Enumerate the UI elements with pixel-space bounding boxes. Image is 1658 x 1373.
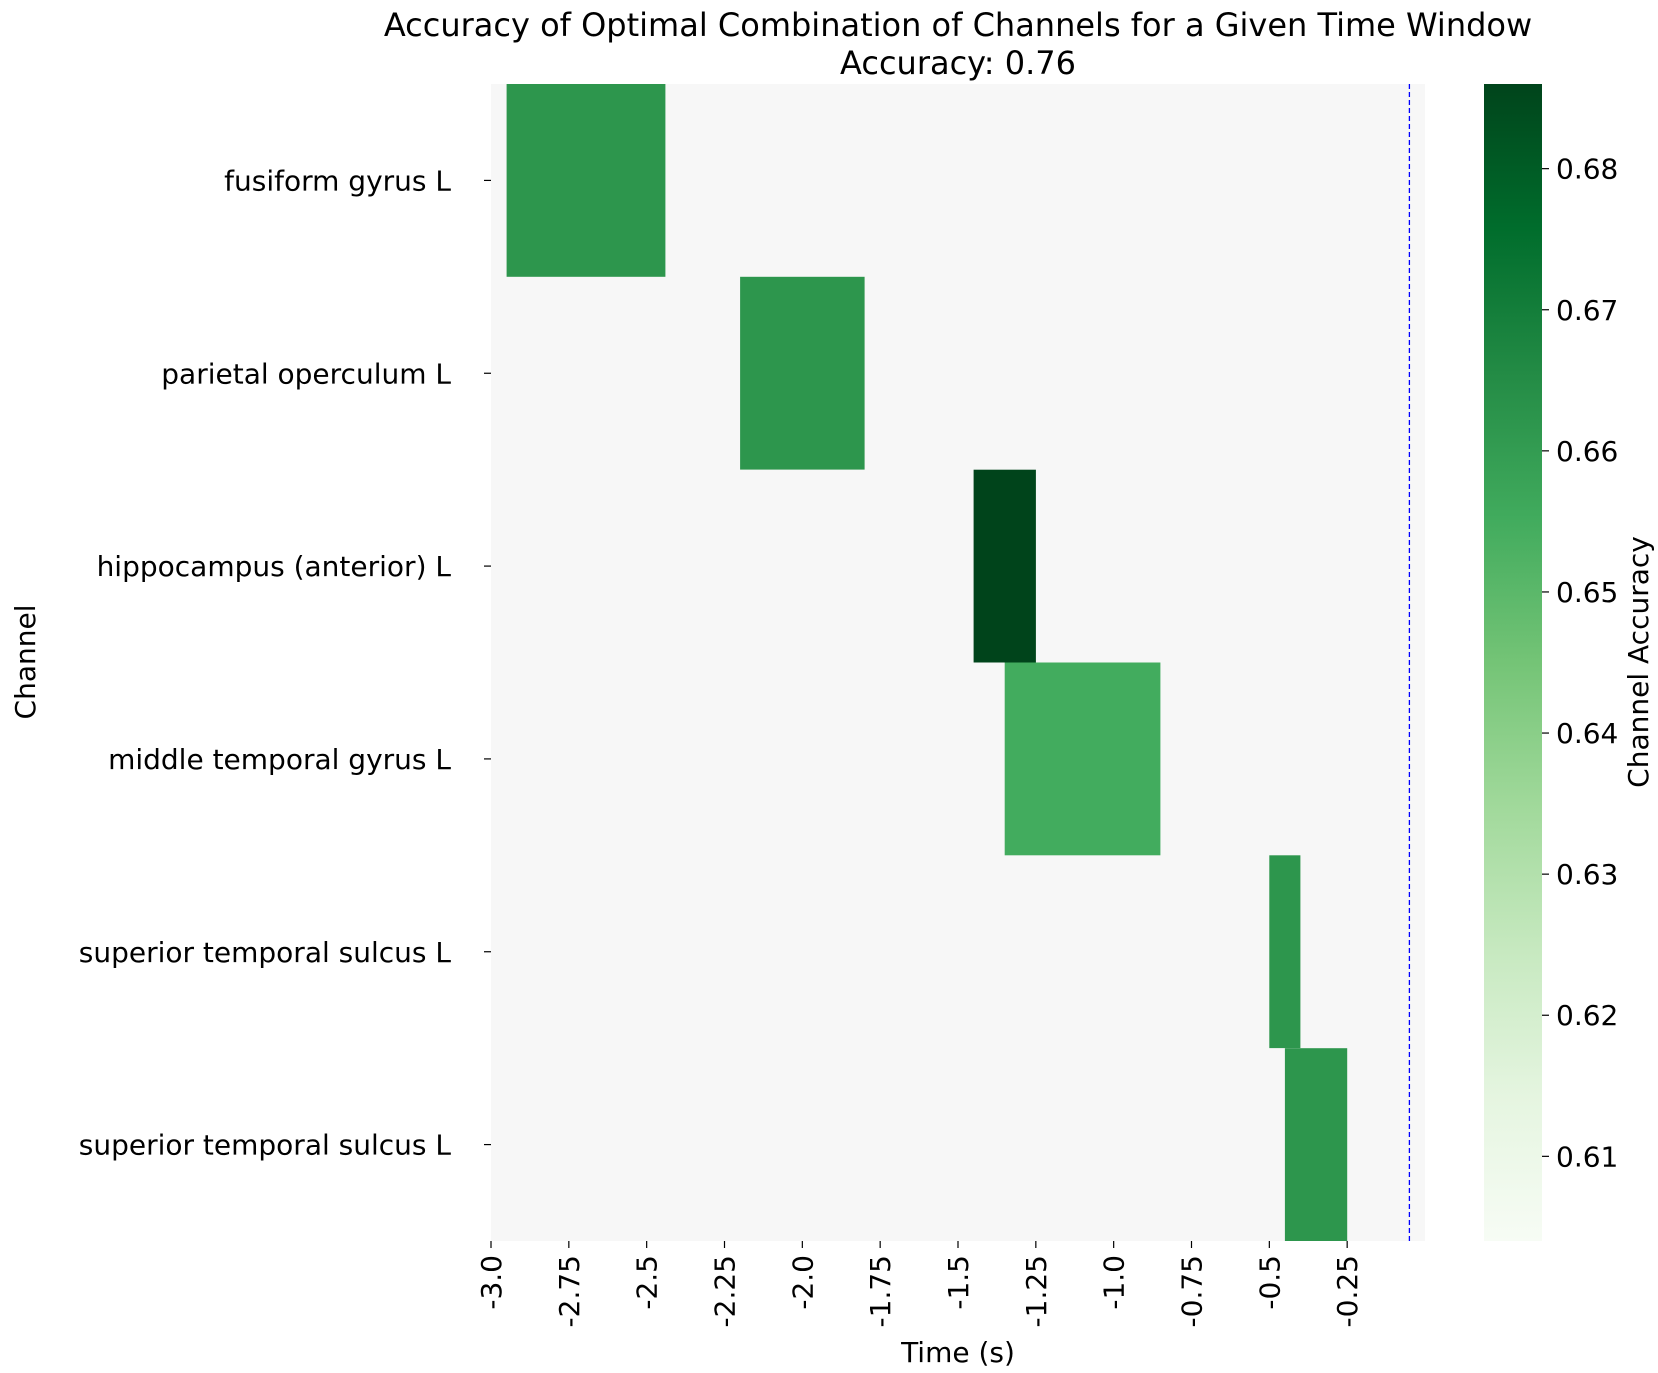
chart-title: Accuracy of Optimal Combination of Chann… (384, 6, 1532, 44)
y-tick-label: fusiform gyrus L (224, 164, 451, 197)
heatmap-cell (973, 469, 1036, 663)
colorbar-tick-label: 0.68 (1556, 153, 1618, 186)
heatmap-cell (1004, 662, 1161, 856)
x-tick-label: -0.5 (1253, 1255, 1286, 1310)
colorbar (1484, 84, 1542, 1241)
colorbar-tick-label: 0.64 (1556, 717, 1618, 750)
colorbar-tick-label: 0.61 (1556, 1140, 1618, 1173)
x-tick-label: -1.0 (1098, 1255, 1131, 1310)
heatmap-cell (1284, 1048, 1348, 1241)
y-tick-label: superior temporal sulcus L (79, 1129, 452, 1162)
heatmap-cells (506, 84, 1348, 1241)
y-tick-label: superior temporal sulcus L (79, 936, 452, 969)
x-tick-label: -0.25 (1331, 1255, 1364, 1327)
colorbar-label: Channel Accuracy (1622, 536, 1655, 788)
colorbar-tick-label: 0.67 (1556, 294, 1618, 327)
x-axis-label: Time (s) (900, 1336, 1015, 1369)
colorbar-tick-label: 0.63 (1556, 858, 1618, 891)
heatmap-cell (1269, 855, 1301, 1049)
chart-subtitle: Accuracy: 0.76 (840, 44, 1076, 82)
colorbar-tick-label: 0.66 (1556, 435, 1618, 468)
x-tick-label: -2.25 (709, 1255, 742, 1327)
plot-background (491, 84, 1425, 1241)
y-tick-label: parietal operculum L (161, 357, 451, 390)
y-tick-label: hippocampus (anterior) L (97, 550, 452, 583)
colorbar-ticks: 0.61 0.62 0.63 0.64 0.65 0.66 0.67 0.68 (1542, 153, 1618, 1173)
heatmap-cell (506, 84, 666, 277)
x-tick-label: -1.75 (864, 1255, 897, 1327)
colorbar-tick-label: 0.65 (1556, 576, 1618, 609)
x-tick-label: -3.0 (475, 1255, 508, 1310)
x-tick-label: -2.0 (786, 1255, 819, 1310)
y-tick-label: middle temporal gyrus L (108, 743, 451, 776)
heatmap-cell (740, 276, 865, 470)
y-axis-ticks: fusiform gyrus L parietal operculum L hipp… (79, 164, 491, 1162)
x-tick-label: -0.75 (1176, 1255, 1209, 1327)
x-tick-label: -1.25 (1020, 1255, 1053, 1327)
x-tick-label: -2.5 (631, 1255, 664, 1310)
x-axis-ticks: -3.0 -2.75 -2.5 -2.25 -2.0 -1.75 -1.5 -1.25 -1.0… (475, 1241, 1364, 1327)
y-axis-label: Channel (9, 605, 42, 720)
x-tick-label: -1.5 (942, 1255, 975, 1310)
colorbar-tick-label: 0.62 (1556, 999, 1618, 1032)
x-tick-label: -2.75 (553, 1255, 586, 1327)
